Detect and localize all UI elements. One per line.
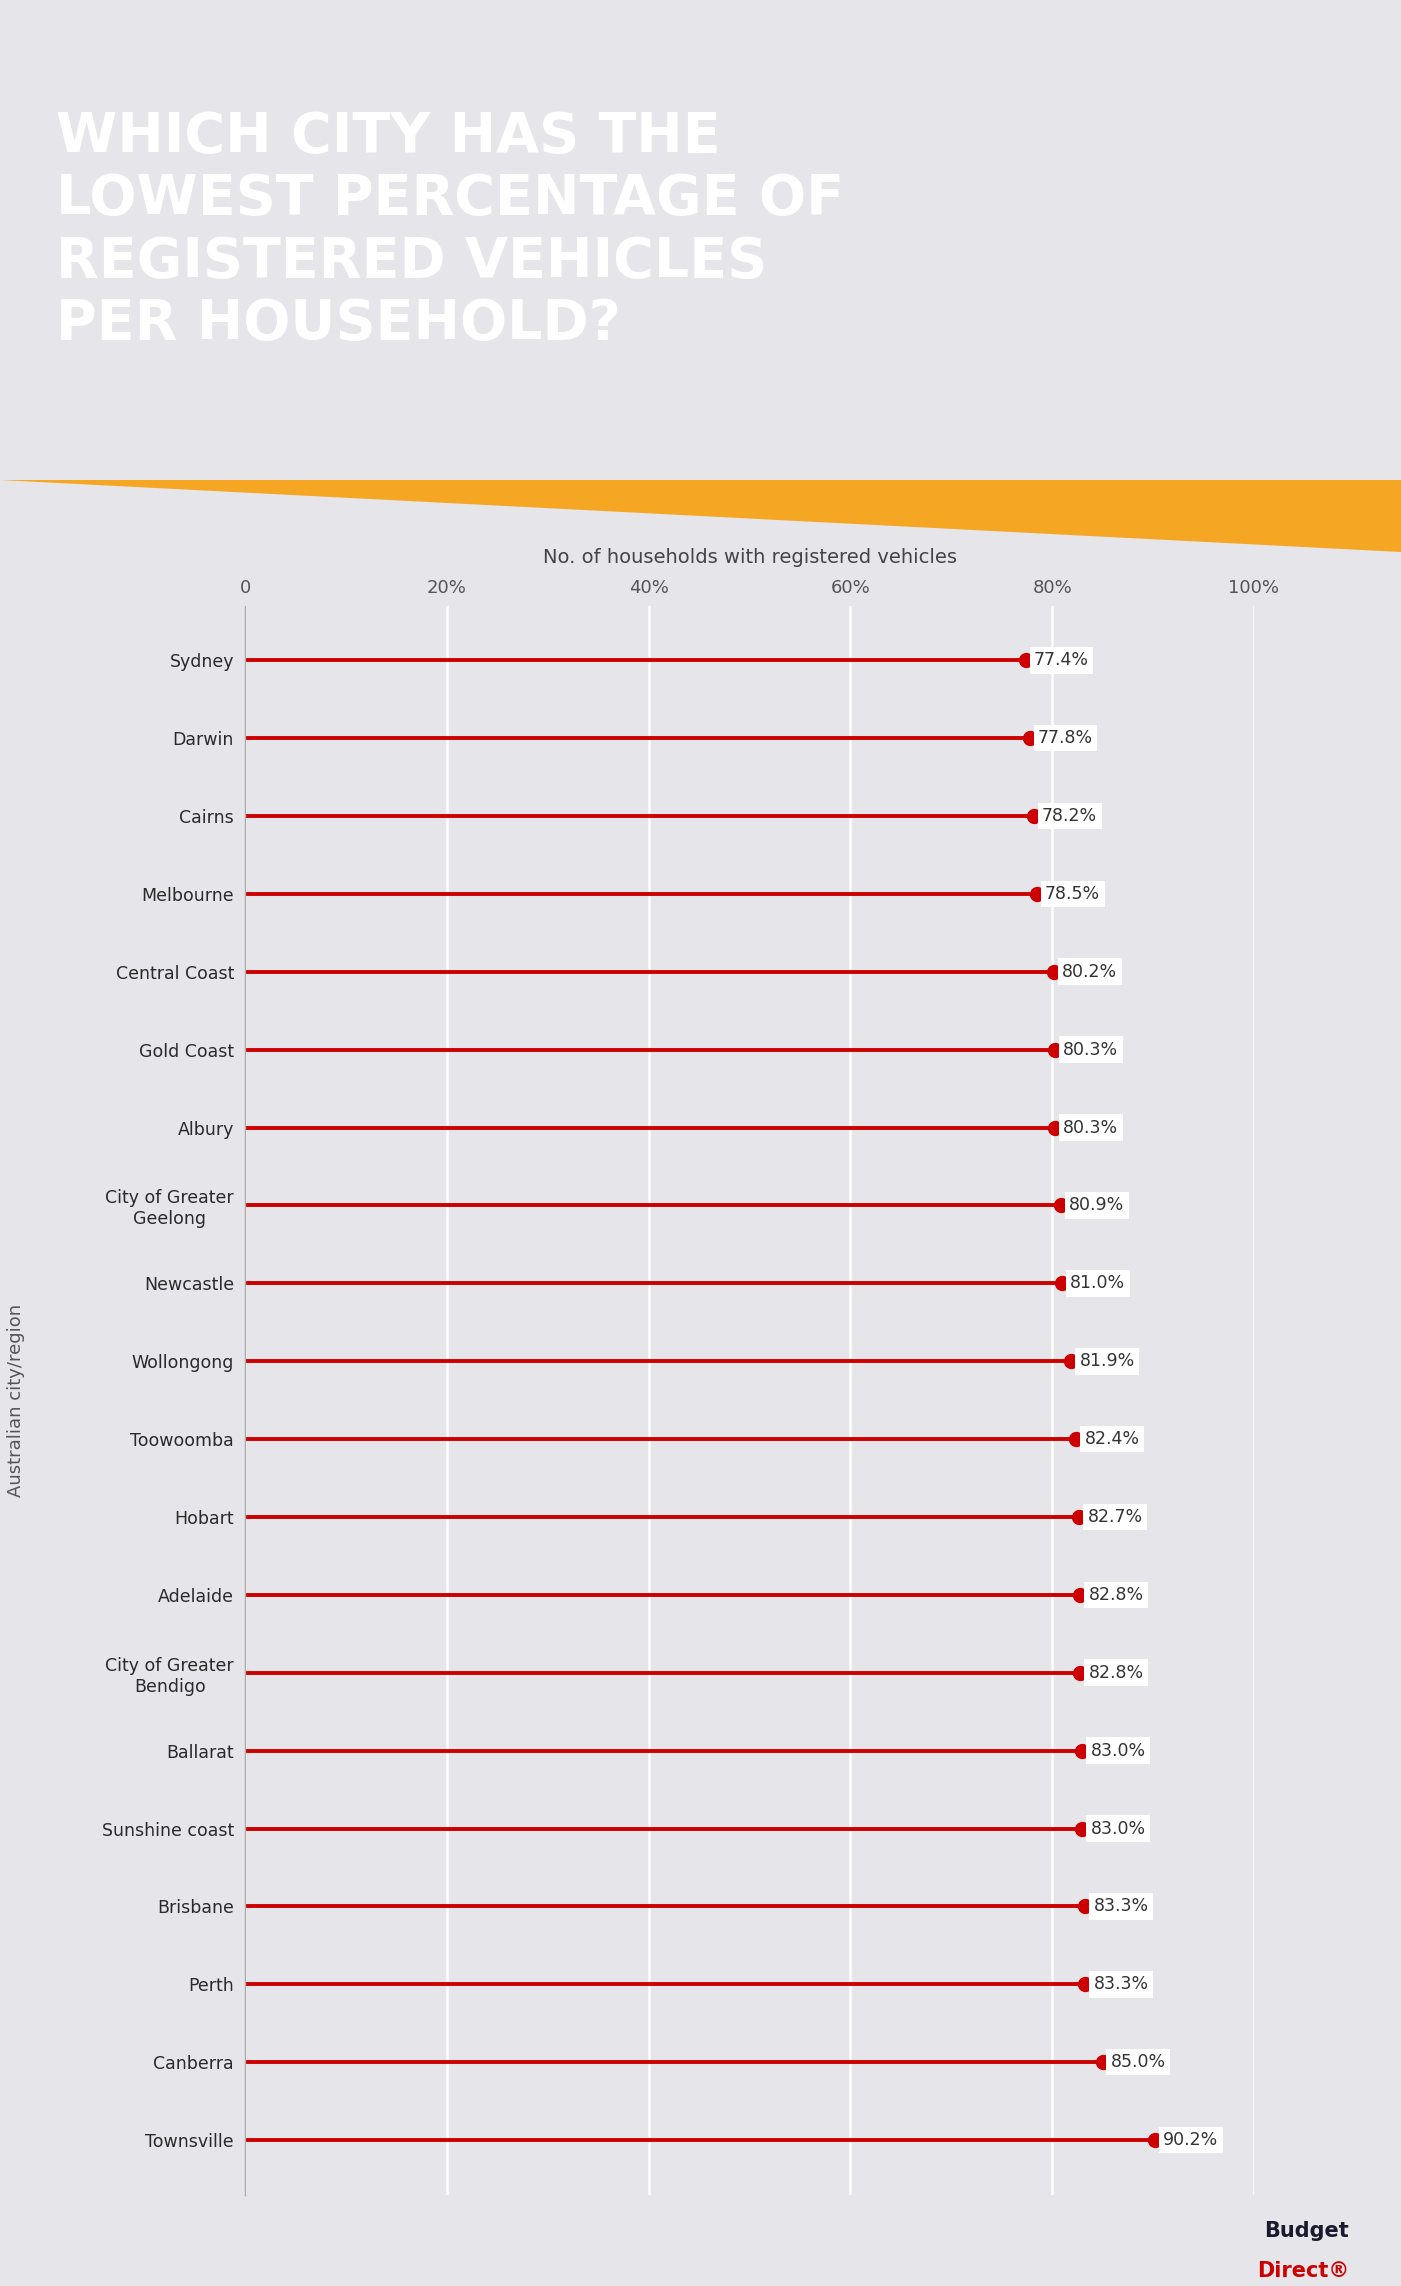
Y-axis label: Australian city/region: Australian city/region <box>7 1303 25 1497</box>
Text: 80.3%: 80.3% <box>1063 1118 1118 1136</box>
Text: 83.0%: 83.0% <box>1090 1820 1146 1838</box>
Text: 82.8%: 82.8% <box>1089 1586 1143 1605</box>
Text: Direct®: Direct® <box>1257 2261 1349 2281</box>
Text: 90.2%: 90.2% <box>1163 2131 1219 2149</box>
Text: 77.8%: 77.8% <box>1038 729 1093 748</box>
Text: 80.2%: 80.2% <box>1062 962 1118 981</box>
Polygon shape <box>0 480 1401 551</box>
Text: 77.4%: 77.4% <box>1034 652 1089 670</box>
Text: 80.3%: 80.3% <box>1063 1040 1118 1058</box>
Text: 83.0%: 83.0% <box>1090 1742 1146 1760</box>
Text: 80.9%: 80.9% <box>1069 1196 1125 1214</box>
Text: 78.5%: 78.5% <box>1045 885 1100 903</box>
Text: 78.2%: 78.2% <box>1042 807 1097 825</box>
Text: 82.8%: 82.8% <box>1089 1664 1143 1682</box>
X-axis label: No. of households with registered vehicles: No. of households with registered vehicl… <box>542 549 957 567</box>
Text: WHICH CITY HAS THE
LOWEST PERCENTAGE OF
REGISTERED VEHICLES
PER HOUSEHOLD?: WHICH CITY HAS THE LOWEST PERCENTAGE OF … <box>56 110 845 352</box>
Text: 81.0%: 81.0% <box>1070 1273 1125 1292</box>
Text: 82.4%: 82.4% <box>1084 1431 1139 1447</box>
Text: 85.0%: 85.0% <box>1111 2053 1166 2071</box>
Text: Budget: Budget <box>1265 2220 1349 2240</box>
Text: 81.9%: 81.9% <box>1079 1353 1135 1369</box>
Text: 82.7%: 82.7% <box>1087 1509 1143 1527</box>
Text: 83.3%: 83.3% <box>1094 1897 1149 1916</box>
Text: 83.3%: 83.3% <box>1094 1975 1149 1993</box>
